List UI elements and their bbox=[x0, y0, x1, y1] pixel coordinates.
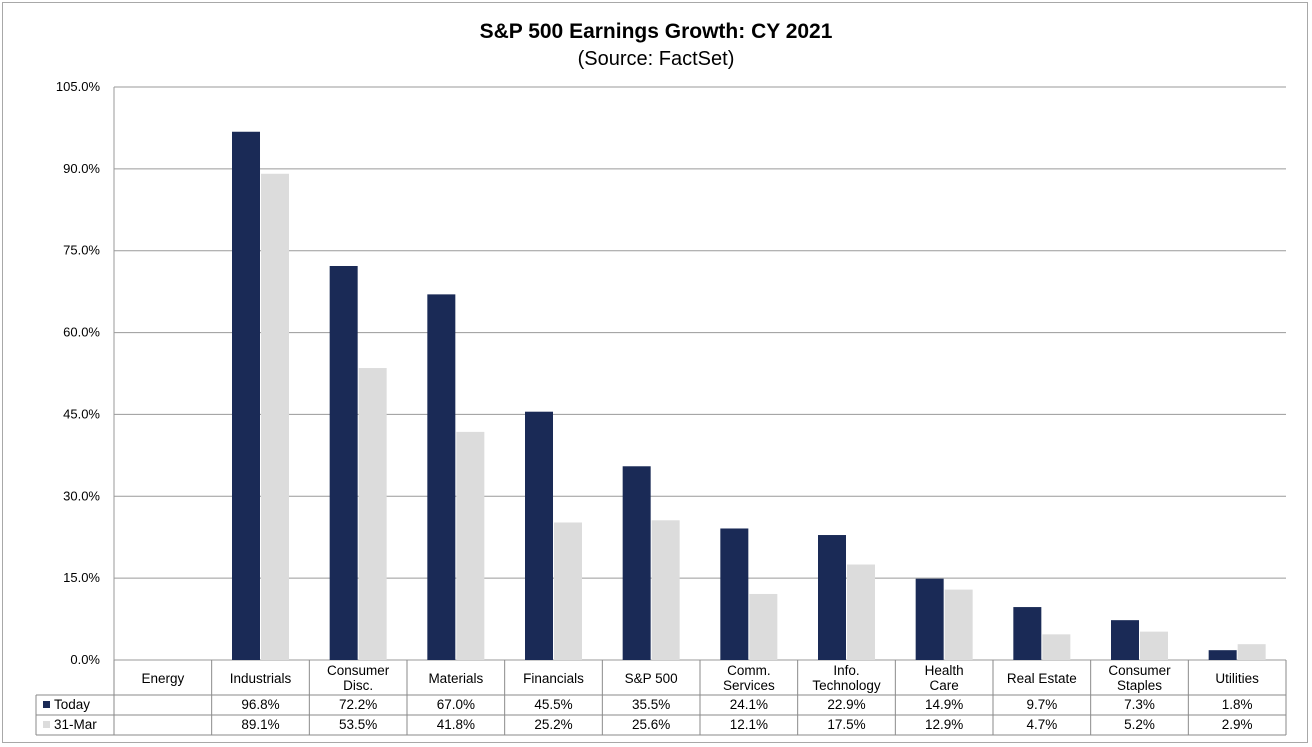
bar-mar31 bbox=[944, 589, 973, 660]
bar-today bbox=[1013, 607, 1042, 660]
bar-mar31 bbox=[1140, 631, 1168, 660]
data-label: 41.8% bbox=[437, 717, 475, 732]
bar-mar31 bbox=[1237, 644, 1266, 660]
category-label: Technology bbox=[812, 678, 881, 693]
bar-today bbox=[232, 131, 260, 661]
y-tick-label: 75.0% bbox=[63, 243, 100, 258]
bar-today bbox=[915, 578, 944, 660]
bar-mar31 bbox=[261, 173, 289, 661]
bar-mar31 bbox=[749, 593, 778, 660]
bar-today bbox=[1111, 620, 1139, 660]
data-label: 2.9% bbox=[1222, 717, 1253, 732]
data-label: 14.9% bbox=[925, 697, 963, 712]
chart-title: S&P 500 Earnings Growth: CY 2021 bbox=[480, 20, 833, 43]
data-label: 24.1% bbox=[730, 697, 768, 712]
data-label: 9.7% bbox=[1026, 697, 1057, 712]
category-label: Consumer bbox=[327, 663, 390, 678]
y-tick-label: 30.0% bbox=[63, 488, 100, 503]
bar-mar31 bbox=[456, 431, 485, 660]
data-label: 12.9% bbox=[925, 717, 963, 732]
data-label: 4.7% bbox=[1026, 717, 1057, 732]
category-label: Utilities bbox=[1215, 671, 1259, 686]
chart-subtitle: (Source: FactSet) bbox=[578, 48, 735, 70]
data-label: 5.2% bbox=[1124, 717, 1155, 732]
bar-today bbox=[525, 411, 553, 660]
data-label: 25.6% bbox=[632, 717, 670, 732]
data-label: 22.9% bbox=[827, 697, 865, 712]
legend-label: Today bbox=[54, 697, 90, 712]
category-label: Financials bbox=[523, 671, 584, 686]
bar-today bbox=[427, 294, 456, 660]
bar-mar31 bbox=[651, 520, 680, 660]
bar-today bbox=[1208, 650, 1237, 660]
y-tick-label: 60.0% bbox=[63, 325, 100, 340]
category-label: S&P 500 bbox=[625, 671, 678, 686]
legend-swatch bbox=[43, 701, 50, 708]
data-label: 25.2% bbox=[534, 717, 572, 732]
data-label: 67.0% bbox=[437, 697, 475, 712]
y-tick-label: 15.0% bbox=[63, 570, 100, 585]
y-tick-label: 0.0% bbox=[70, 652, 100, 667]
y-tick-label: 105.0% bbox=[56, 79, 101, 94]
bar-today bbox=[622, 466, 651, 660]
y-tick-label: 90.0% bbox=[63, 161, 100, 176]
bar-mar31 bbox=[1042, 634, 1071, 660]
data-label: 35.5% bbox=[632, 697, 670, 712]
category-label: Health bbox=[925, 663, 964, 678]
category-label: Industrials bbox=[230, 671, 292, 686]
category-label: Info. bbox=[833, 663, 859, 678]
y-axis: 0.0% 15.0% 30.0% 45.0% 60.0% 75.0% 90.0% 105.0% bbox=[56, 79, 115, 667]
bar-mar31 bbox=[847, 564, 875, 660]
category-label: Care bbox=[930, 678, 959, 693]
gridlines bbox=[114, 86, 1286, 661]
bar-today bbox=[720, 528, 749, 660]
data-label: 96.8% bbox=[241, 697, 279, 712]
data-label: 12.1% bbox=[730, 717, 768, 732]
data-label: 45.5% bbox=[534, 697, 572, 712]
data-label: 7.3% bbox=[1124, 697, 1155, 712]
category-label: Materials bbox=[428, 671, 483, 686]
category-label: Comm. bbox=[727, 663, 771, 678]
category-label: Disc. bbox=[343, 678, 373, 693]
bar-today bbox=[329, 265, 358, 660]
bar-mar31 bbox=[554, 522, 582, 660]
legend-swatch bbox=[43, 721, 50, 728]
bars bbox=[232, 131, 1266, 661]
category-label: Consumer bbox=[1108, 663, 1171, 678]
data-label: 72.2% bbox=[339, 697, 377, 712]
data-label: 17.5% bbox=[827, 717, 865, 732]
y-tick-label: 45.0% bbox=[63, 406, 100, 421]
bar-today bbox=[818, 535, 846, 660]
bar-mar31 bbox=[358, 368, 387, 660]
category-label: Real Estate bbox=[1007, 671, 1077, 686]
data-label: 89.1% bbox=[241, 717, 279, 732]
category-label: Energy bbox=[141, 671, 184, 686]
data-label: 1.8% bbox=[1222, 697, 1253, 712]
category-label: Services bbox=[723, 678, 775, 693]
data-label: 53.5% bbox=[339, 717, 377, 732]
legend-label: 31-Mar bbox=[54, 717, 97, 732]
category-label: Staples bbox=[1117, 678, 1162, 693]
